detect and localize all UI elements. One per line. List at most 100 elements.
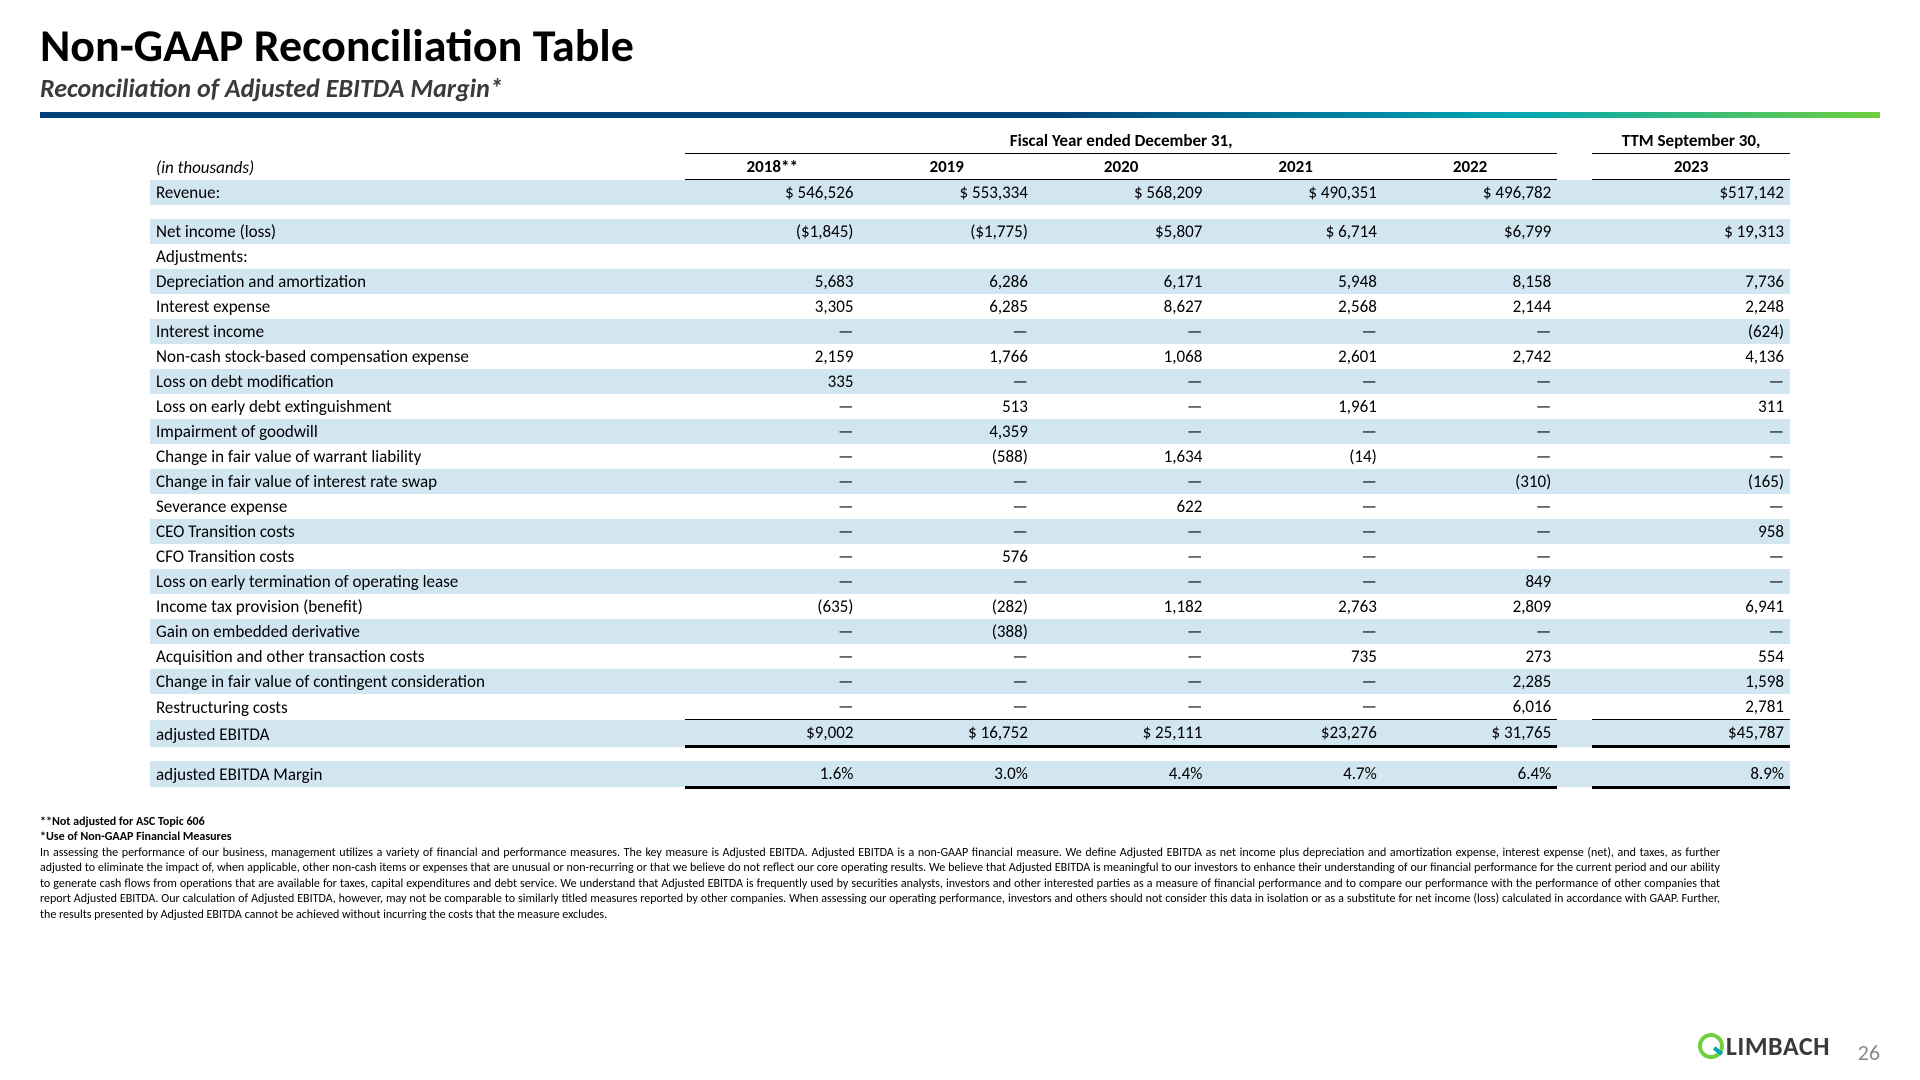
- row-ttm: 1,598: [1592, 669, 1790, 694]
- row-value: —: [859, 494, 1033, 519]
- row-value: —: [1034, 694, 1208, 720]
- accent-bar: [40, 112, 1880, 118]
- row-value: 3.0%: [859, 761, 1033, 788]
- footnote-asc: **Not adjusted for ASC Topic 606: [40, 815, 1720, 831]
- table-row: Gain on embedded derivative—(388)————: [150, 619, 1790, 644]
- row-label: Gain on embedded derivative: [150, 619, 685, 644]
- row-value: —: [685, 644, 859, 669]
- row-value: —: [1383, 444, 1557, 469]
- row-value: —: [1208, 519, 1382, 544]
- row-value: $ 490,351: [1208, 180, 1382, 206]
- row-label: adjusted EBITDA Margin: [150, 761, 685, 788]
- row-value: —: [1208, 419, 1382, 444]
- row-label: Depreciation and amortization: [150, 269, 685, 294]
- table-row: adjusted EBITDA$9,002$ 16,752$ 25,111$23…: [150, 720, 1790, 747]
- row-value: —: [1034, 369, 1208, 394]
- row-value: —: [1383, 369, 1557, 394]
- row-value: 8,158: [1383, 269, 1557, 294]
- row-value: 3,305: [685, 294, 859, 319]
- row-value: 6,016: [1383, 694, 1557, 720]
- table-row: Interest expense3,3056,2858,6272,5682,14…: [150, 294, 1790, 319]
- row-value: —: [1034, 469, 1208, 494]
- row-value: $ 6,714: [1208, 219, 1382, 244]
- row-value: —: [1208, 369, 1382, 394]
- row-value: 2,159: [685, 344, 859, 369]
- row-label: Loss on early termination of operating l…: [150, 569, 685, 594]
- table-row: Net income (loss)($1,845)($1,775)$5,807$…: [150, 219, 1790, 244]
- row-value: —: [685, 619, 859, 644]
- table-row: Depreciation and amortization5,6836,2866…: [150, 269, 1790, 294]
- row-value: 2,601: [1208, 344, 1382, 369]
- row-label: Loss on early debt extinguishment: [150, 394, 685, 419]
- row-value: —: [1383, 619, 1557, 644]
- row-value: 1,068: [1034, 344, 1208, 369]
- logo-icon: [1698, 1033, 1724, 1059]
- row-ttm: —: [1592, 444, 1790, 469]
- row-value: $ 31,765: [1383, 720, 1557, 747]
- row-value: —: [1034, 669, 1208, 694]
- row-value: 2,742: [1383, 344, 1557, 369]
- row-value: $9,002: [685, 720, 859, 747]
- row-value: —: [1208, 469, 1382, 494]
- row-label: Interest expense: [150, 294, 685, 319]
- row-value: 4.7%: [1208, 761, 1382, 788]
- row-value: $ 16,752: [859, 720, 1033, 747]
- row-value: —: [685, 694, 859, 720]
- table-row: adjusted EBITDA Margin1.6%3.0%4.4%4.7%6.…: [150, 761, 1790, 788]
- row-value: —: [685, 519, 859, 544]
- logo-text: LIMBACH: [1726, 1030, 1830, 1062]
- reconciliation-table: Fiscal Year ended December 31,TTM Septem…: [40, 128, 1880, 789]
- row-ttm: 2,248: [1592, 294, 1790, 319]
- unit-label: (in thousands): [150, 154, 685, 180]
- row-ttm: 8.9%: [1592, 761, 1790, 788]
- table-row: Loss on early termination of operating l…: [150, 569, 1790, 594]
- row-ttm: $517,142: [1592, 180, 1790, 206]
- row-value: —: [859, 669, 1033, 694]
- row-value: 1.6%: [685, 761, 859, 788]
- row-value: —: [685, 469, 859, 494]
- row-value: (635): [685, 594, 859, 619]
- row-ttm: —: [1592, 419, 1790, 444]
- row-value: 6,285: [859, 294, 1033, 319]
- row-label: Severance expense: [150, 494, 685, 519]
- row-label: Impairment of goodwill: [150, 419, 685, 444]
- table-row: CFO Transition costs—576————: [150, 544, 1790, 569]
- row-value: —: [859, 569, 1033, 594]
- row-value: 4.4%: [1034, 761, 1208, 788]
- row-value: —: [1208, 319, 1382, 344]
- row-value: [1034, 244, 1208, 269]
- ttm-year-header: 2023: [1592, 154, 1790, 180]
- row-value: 1,634: [1034, 444, 1208, 469]
- row-value: —: [859, 694, 1033, 720]
- table-row: Loss on early debt extinguishment—513—1,…: [150, 394, 1790, 419]
- row-value: $5,807: [1034, 219, 1208, 244]
- row-label: Loss on debt modification: [150, 369, 685, 394]
- row-value: —: [1383, 494, 1557, 519]
- row-ttm: —: [1592, 494, 1790, 519]
- row-value: [859, 244, 1033, 269]
- row-value: 5,948: [1208, 269, 1382, 294]
- row-value: 8,627: [1034, 294, 1208, 319]
- row-label: Change in fair value of warrant liabilit…: [150, 444, 685, 469]
- row-value: $ 546,526: [685, 180, 859, 206]
- year-header: 2019: [859, 154, 1033, 180]
- row-value: —: [1208, 694, 1382, 720]
- row-ttm: (624): [1592, 319, 1790, 344]
- row-ttm: $45,787: [1592, 720, 1790, 747]
- row-value: 1,182: [1034, 594, 1208, 619]
- row-value: 513: [859, 394, 1033, 419]
- row-value: —: [1383, 319, 1557, 344]
- table-row: Impairment of goodwill—4,359————: [150, 419, 1790, 444]
- row-label: Acquisition and other transaction costs: [150, 644, 685, 669]
- row-value: 2,763: [1208, 594, 1382, 619]
- row-value: 2,568: [1208, 294, 1382, 319]
- row-value: (282): [859, 594, 1033, 619]
- row-label: Change in fair value of interest rate sw…: [150, 469, 685, 494]
- year-header: 2020: [1034, 154, 1208, 180]
- row-value: —: [685, 669, 859, 694]
- table-row: Non-cash stock-based compensation expens…: [150, 344, 1790, 369]
- fy-header: Fiscal Year ended December 31,: [685, 128, 1557, 154]
- footnote-nongaap: *Use of Non-GAAP Financial Measures: [40, 830, 1720, 846]
- row-value: (310): [1383, 469, 1557, 494]
- row-ttm: 554: [1592, 644, 1790, 669]
